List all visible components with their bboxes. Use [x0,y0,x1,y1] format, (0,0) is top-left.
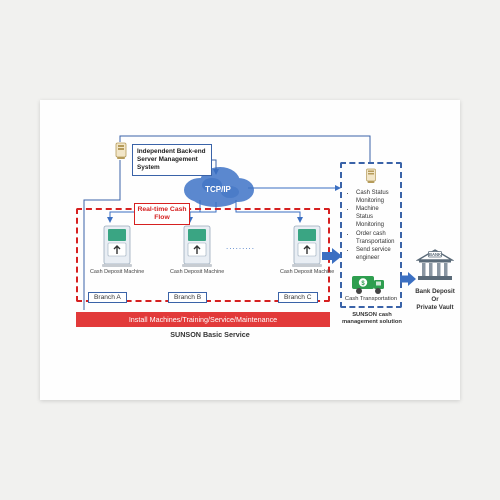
atm-icon [290,224,324,268]
install-service-bar: Install Machines/Training/Service/Mainte… [76,312,330,327]
atm-icon [180,224,214,268]
ellipsis-dots: ......... [226,242,255,251]
realtime-cash-flow-box: Real-time Cash Flow [134,203,190,225]
backend-server-label: Independent Back-end Server Management S… [137,148,206,171]
branch-tag-c: Branch C [278,292,318,303]
solution-label: SUNSON cash management solution [338,312,406,326]
machine-label: Cash Deposit Machine [170,270,224,276]
cash-transport-label: Cash Transportation [342,296,400,303]
atm-icon [100,224,134,268]
management-feature-item: Cash Status Monitoring [356,189,395,205]
branch-tag-b: Branch B [168,292,207,303]
cloud-label: TCP/IP [198,185,238,194]
management-features-list: Cash Status MonitoringMachine Status Mon… [347,189,395,262]
bank-icon: BANK [416,248,454,289]
machine-label: Cash Deposit Machine [90,270,144,276]
diagram-canvas: Independent Back-end Server Management S… [40,100,460,400]
management-feature-item: Order cash Transportation [356,230,395,246]
machine-label: Cash Deposit Machine [280,270,334,276]
bank-label: Bank Deposit Or Private Vault [410,288,460,312]
server-icon [114,142,128,165]
bank-label-line1: Bank Deposit [415,288,455,295]
bank-label-line2: Or [431,296,438,303]
bank-label-line3: Private Vault [416,304,453,311]
svg-text:BANK: BANK [429,252,441,257]
cash-deposit-machine-b: Cash Deposit Machine [170,224,224,276]
server-icon [365,168,377,184]
management-feature-item: Machine Status Monitoring [356,205,395,229]
basic-service-label: SUNSON Basic Service [160,330,260,339]
realtime-cash-flow-label: Real-time Cash Flow [137,206,186,221]
management-feature-item: Send service engineer [356,246,395,262]
backend-server-box: Independent Back-end Server Management S… [132,144,212,176]
branch-tag-a: Branch A [88,292,127,303]
arrow-right-icon [322,248,342,269]
cash-deposit-machine-a: Cash Deposit Machine [90,224,144,276]
